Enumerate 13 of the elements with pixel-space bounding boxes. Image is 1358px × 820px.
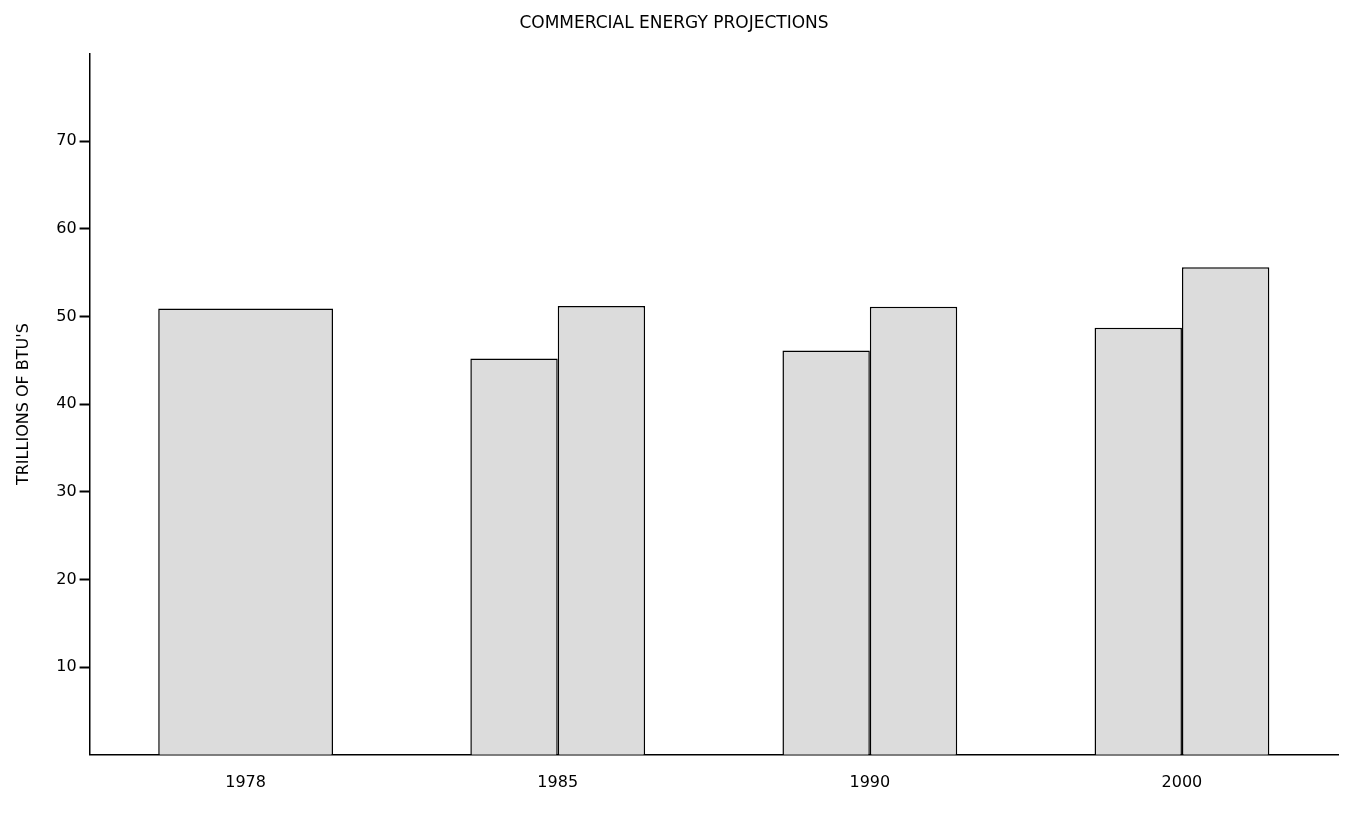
y-tick-label: 30 [56,480,77,500]
x-tick-label: 2000 [1161,771,1203,791]
y-tick-label: 60 [56,217,77,237]
y-axis-title: TRILLIONS OF BTU'S [12,323,32,487]
y-tick-label: 10 [56,656,77,676]
y-tick-label: 40 [56,393,77,413]
x-tick-label: 1985 [537,771,579,791]
y-tick-label: 20 [56,568,77,588]
chart-title: COMMERCIAL ENERGY PROJECTIONS [519,11,829,32]
y-tick-label: 70 [56,130,77,150]
x-tick-label: 1978 [225,771,266,791]
y-tick-label: 50 [56,305,77,325]
x-tick-label: 1990 [849,771,891,791]
